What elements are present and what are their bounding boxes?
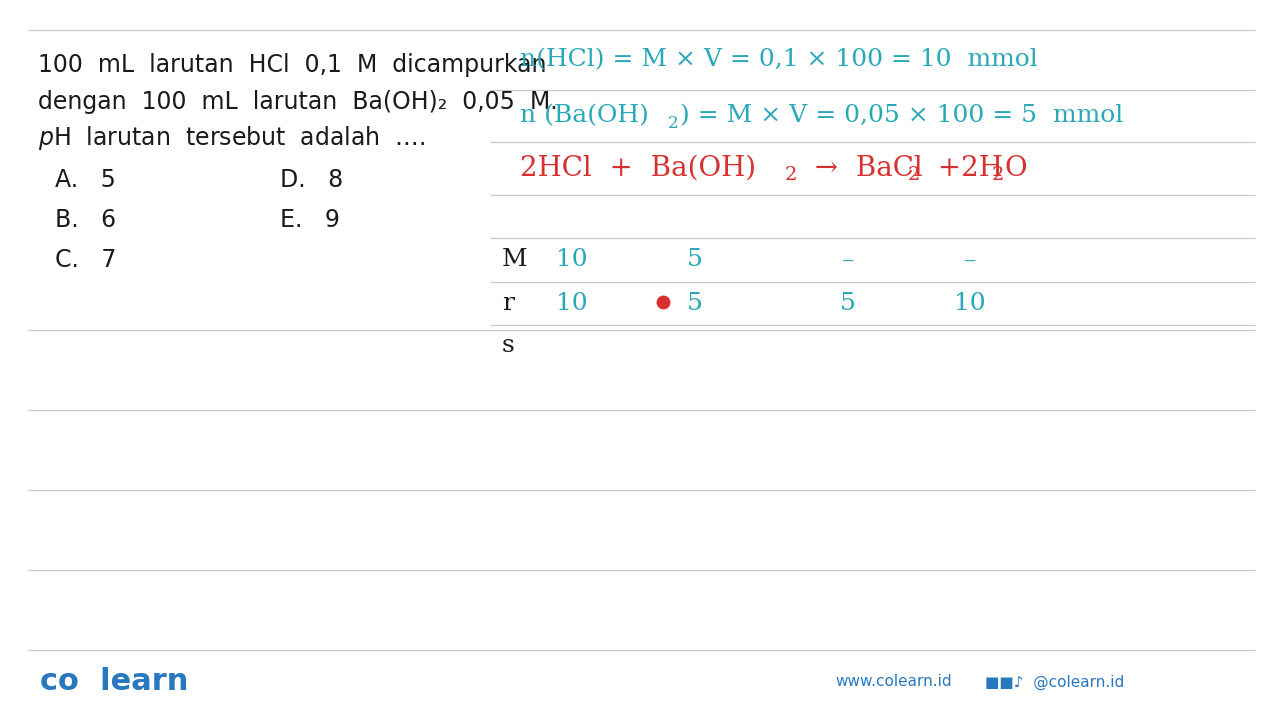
- Text: n(HCl) = M × V = 0,1 × 100 = 10  mmol: n(HCl) = M × V = 0,1 × 100 = 10 mmol: [520, 48, 1038, 71]
- Text: C.   7: C. 7: [55, 248, 116, 272]
- Text: E.   9: E. 9: [280, 208, 340, 232]
- Text: ■■♪  @colearn.id: ■■♪ @colearn.id: [986, 675, 1124, 690]
- Text: 2: 2: [992, 166, 1005, 184]
- Text: 5: 5: [687, 292, 703, 315]
- Text: 2HCl  +  Ba(OH): 2HCl + Ba(OH): [520, 155, 756, 181]
- Text: D.   8: D. 8: [280, 168, 343, 192]
- Text: co  learn: co learn: [40, 667, 188, 696]
- Text: 5: 5: [840, 292, 856, 315]
- Text: →  BaCl: → BaCl: [797, 155, 923, 181]
- Text: 100  mL  larutan  HCl  0,1  M  dicampurkan: 100 mL larutan HCl 0,1 M dicampurkan: [38, 53, 547, 77]
- Text: M: M: [502, 248, 527, 271]
- Text: A.   5: A. 5: [55, 168, 116, 192]
- Text: 10: 10: [557, 248, 588, 271]
- Text: $p$H  larutan  tersebut  adalah  ….: $p$H larutan tersebut adalah ….: [38, 124, 425, 152]
- Text: +2H: +2H: [920, 155, 1002, 181]
- Text: 5: 5: [687, 248, 703, 271]
- Text: –: –: [964, 248, 977, 271]
- Text: 2: 2: [908, 166, 920, 184]
- Text: dengan  100  mL  larutan  Ba(OH)₂  0,05  M.: dengan 100 mL larutan Ba(OH)₂ 0,05 M.: [38, 90, 558, 114]
- Text: www.colearn.id: www.colearn.id: [835, 675, 951, 690]
- Text: r: r: [502, 292, 515, 315]
- Text: 10: 10: [557, 292, 588, 315]
- Text: ) = M × V = 0,05 × 100 = 5  mmol: ) = M × V = 0,05 × 100 = 5 mmol: [680, 104, 1124, 127]
- Text: s: s: [502, 333, 515, 356]
- Text: O: O: [1004, 155, 1027, 181]
- Text: 2: 2: [785, 166, 797, 184]
- Text: B.   6: B. 6: [55, 208, 116, 232]
- Text: 10: 10: [954, 292, 986, 315]
- Text: 2: 2: [668, 114, 678, 132]
- Text: n (Ba(OH): n (Ba(OH): [520, 104, 649, 127]
- Text: –: –: [842, 248, 854, 271]
